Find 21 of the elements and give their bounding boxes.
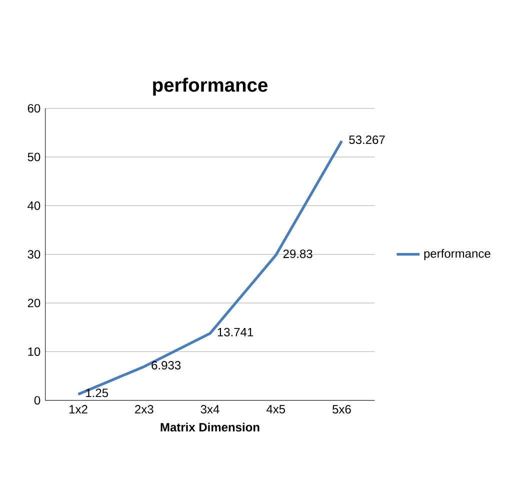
chart-title: performance xyxy=(153,78,268,96)
data-label: 1.25 xyxy=(86,388,108,398)
x-tick-label: 1x2 xyxy=(70,405,88,414)
data-label: 29.83 xyxy=(283,250,312,258)
data-label: 53.267 xyxy=(349,136,385,144)
data-label: 13.741 xyxy=(218,328,254,336)
x-axis-title: Matrix Dimension xyxy=(160,422,260,432)
x-tick-label: 2x3 xyxy=(135,405,154,414)
y-tick-label: 50 xyxy=(28,152,40,162)
y-tick-label: 60 xyxy=(28,104,40,113)
line-series xyxy=(76,140,344,396)
y-tick-label: 10 xyxy=(28,347,40,356)
y-tick-label: 0 xyxy=(34,396,40,405)
y-tick-label: 20 xyxy=(28,298,40,308)
legend-label: performance xyxy=(424,248,490,260)
data-label: 6.933 xyxy=(152,361,181,370)
x-tick-label: 3x4 xyxy=(200,405,220,414)
x-tick-label: 4x5 xyxy=(266,405,286,414)
y-tick-label: 30 xyxy=(28,250,40,259)
x-tick-label: 5x6 xyxy=(332,405,351,414)
y-tick-label: 40 xyxy=(28,201,40,210)
